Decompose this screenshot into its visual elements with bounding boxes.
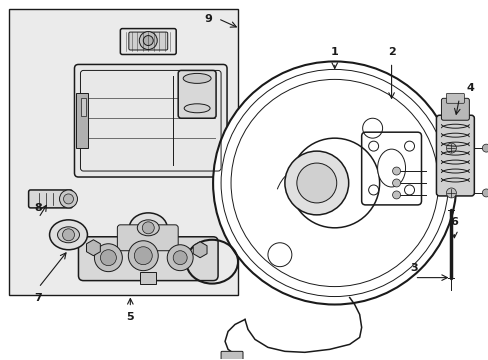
- Circle shape: [128, 241, 158, 271]
- Circle shape: [404, 185, 414, 195]
- Ellipse shape: [129, 213, 167, 243]
- Circle shape: [167, 245, 193, 271]
- Polygon shape: [86, 240, 100, 256]
- Ellipse shape: [58, 227, 80, 243]
- Bar: [76, 93, 88, 148]
- Ellipse shape: [183, 73, 211, 84]
- Circle shape: [94, 244, 122, 272]
- FancyBboxPatch shape: [128, 32, 167, 50]
- Ellipse shape: [137, 220, 159, 236]
- Bar: [9, 9, 238, 294]
- Circle shape: [481, 144, 488, 152]
- Circle shape: [139, 32, 157, 50]
- Text: 2: 2: [387, 48, 395, 58]
- Circle shape: [446, 188, 455, 198]
- Circle shape: [63, 194, 73, 204]
- Bar: [81, 98, 86, 116]
- Text: 6: 6: [449, 217, 457, 227]
- Circle shape: [392, 191, 400, 199]
- Circle shape: [142, 222, 154, 234]
- Text: 1: 1: [330, 48, 338, 58]
- Text: 5: 5: [126, 312, 134, 323]
- Circle shape: [392, 167, 400, 175]
- Ellipse shape: [49, 220, 87, 250]
- Polygon shape: [193, 242, 206, 258]
- Circle shape: [62, 229, 74, 241]
- Circle shape: [481, 189, 488, 197]
- Circle shape: [392, 179, 400, 187]
- FancyBboxPatch shape: [221, 351, 243, 360]
- Circle shape: [368, 141, 378, 151]
- FancyBboxPatch shape: [74, 64, 226, 177]
- FancyBboxPatch shape: [78, 237, 218, 280]
- FancyBboxPatch shape: [178, 71, 216, 118]
- FancyBboxPatch shape: [117, 225, 178, 251]
- Circle shape: [100, 250, 116, 266]
- Circle shape: [296, 163, 336, 203]
- FancyBboxPatch shape: [446, 93, 464, 103]
- Ellipse shape: [184, 104, 210, 113]
- Circle shape: [173, 251, 187, 265]
- Circle shape: [446, 143, 455, 153]
- Circle shape: [285, 151, 348, 215]
- Circle shape: [60, 190, 77, 208]
- Circle shape: [134, 247, 152, 265]
- Text: 8: 8: [35, 203, 42, 213]
- Text: 9: 9: [204, 14, 212, 24]
- Text: 4: 4: [466, 84, 473, 93]
- Circle shape: [213, 62, 455, 305]
- Text: 3: 3: [410, 263, 417, 273]
- FancyBboxPatch shape: [441, 98, 468, 120]
- FancyBboxPatch shape: [361, 132, 421, 205]
- Text: 7: 7: [35, 293, 42, 302]
- Ellipse shape: [377, 149, 405, 187]
- Bar: [140, 272, 156, 284]
- FancyBboxPatch shape: [120, 28, 176, 54]
- Circle shape: [404, 141, 414, 151]
- FancyBboxPatch shape: [29, 190, 72, 208]
- Circle shape: [368, 185, 378, 195]
- FancyBboxPatch shape: [436, 115, 473, 196]
- Circle shape: [143, 36, 153, 45]
